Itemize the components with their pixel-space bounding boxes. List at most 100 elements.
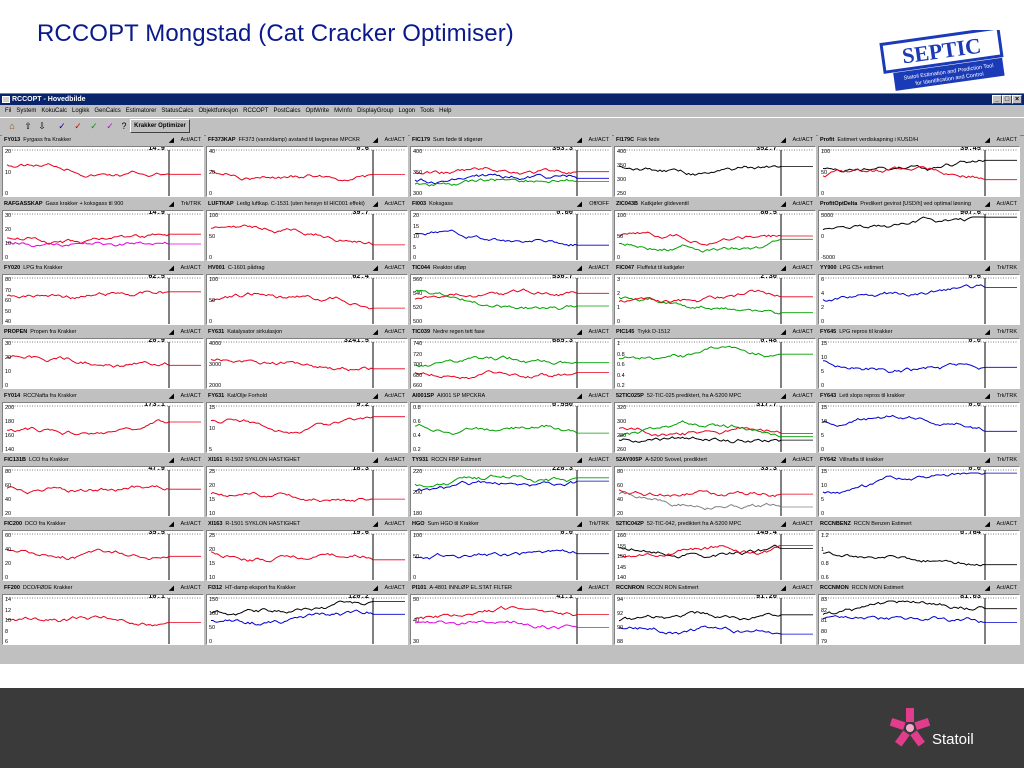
trend-panel[interactable]: 52TIC025P 52-TIC-025 prediktert, fra A-52… bbox=[614, 391, 816, 453]
trend-plot[interactable]: 25 20 15 10 18.3 bbox=[206, 466, 408, 517]
trend-plot[interactable]: 740 720 700 680 660 685.3 bbox=[410, 338, 612, 389]
trend-panel[interactable]: FY645 LPG repros til krakker ◢ Trk/TRK 15 10 5… bbox=[818, 327, 1020, 389]
trend-panel[interactable]: FIC200 DCO fra Krakker ◢ Act/ACT 60 40 20 0 35.5 bbox=[2, 519, 204, 581]
trend-panel[interactable]: FY631 Kat/Olje Forhold ◢ Act/ACT 15 10 5 9.2 bbox=[206, 391, 408, 453]
trend-plot[interactable]: 30 20 10 0 14.9 bbox=[2, 210, 204, 261]
menu-item-help[interactable]: Help bbox=[439, 108, 452, 114]
trend-panel[interactable]: PI101 A-4801 INNLØP EL.STAT FILTER ◢ Act/AC… bbox=[410, 583, 612, 645]
trend-plot[interactable]: 100 50 0 86.5 bbox=[614, 210, 816, 261]
wrench-icon[interactable]: ◢ bbox=[576, 393, 582, 400]
trend-plot[interactable]: 15 10 5 0 0.0 bbox=[818, 402, 1020, 453]
wrench-icon[interactable]: ◢ bbox=[984, 265, 990, 272]
trend-plot[interactable]: 160 155 150 145 140 145.4 bbox=[614, 530, 816, 581]
trend-plot[interactable]: 80 70 60 50 40 62.5 bbox=[2, 274, 204, 325]
wrench-icon[interactable]: ◢ bbox=[780, 201, 786, 208]
wrench-icon[interactable]: ◢ bbox=[168, 521, 174, 528]
krakker-optimizer-button[interactable]: Krakker Optimizer bbox=[130, 119, 190, 133]
menu-item-system[interactable]: System bbox=[16, 108, 37, 114]
trend-plot[interactable]: 15 10 5 9.2 bbox=[206, 402, 408, 453]
trend-plot[interactable]: 200 180 160 140 173.1 bbox=[2, 402, 204, 453]
trend-panel[interactable]: FIC179 Sum føde til stigerør ◢ Act/ACT 400 35… bbox=[410, 135, 612, 197]
wrench-icon[interactable]: ◢ bbox=[984, 393, 990, 400]
trend-plot[interactable]: 0.8 0.6 0.4 0.2 0.550 bbox=[410, 402, 612, 453]
trend-plot[interactable]: 14 12 10 8 6 10.1 bbox=[2, 594, 204, 645]
trend-panel[interactable]: Profit Estimert verdiskapning i KUSD/H ◢ Ac… bbox=[818, 135, 1020, 197]
trend-panel[interactable]: FY642 Villnafta til krakker ◢ Trk/TRK 15 10 5 0… bbox=[818, 455, 1020, 517]
trend-panel[interactable]: YY900 LPG C5+ estimert ◢ Trk/TRK 6 4 2 0 0.6 bbox=[818, 263, 1020, 325]
trend-panel[interactable]: LUFTKAP Ledig luftkap. C-1531 (uten hensy… bbox=[206, 199, 408, 261]
trend-panel[interactable]: FY013 Fyrgass fra Krakker ◢ Act/ACT 20 10 0 14.… bbox=[2, 135, 204, 197]
trend-panel[interactable]: RCCNMON RCCN MON Estimert ◢ Act/ACT 83 82 81 80… bbox=[818, 583, 1020, 645]
menu-item-logikk[interactable]: Logikk bbox=[72, 108, 90, 114]
wrench-icon[interactable]: ◢ bbox=[372, 457, 378, 464]
wrench-icon[interactable]: ◢ bbox=[168, 585, 174, 592]
trend-panel[interactable]: FIC047 Fluffelut til katkjøler ◢ Act/ACT 3 2 1… bbox=[614, 263, 816, 325]
wrench-icon[interactable]: ◢ bbox=[168, 201, 174, 208]
trend-panel[interactable]: ProfitOptDelta Predikert gevinst [USD/h] … bbox=[818, 199, 1020, 261]
trend-panel[interactable]: HGO Sum HGO til Krakker ◢ Trk/TRK 100 50 0 0.0 bbox=[410, 519, 612, 581]
trend-panel[interactable]: FY643 Lett slops repros til krakker ◢ Trk/T… bbox=[818, 391, 1020, 453]
wrench-icon[interactable]: ◢ bbox=[372, 585, 378, 592]
trend-plot[interactable]: 94 92 90 88 91.20 bbox=[614, 594, 816, 645]
wrench-icon[interactable]: ◢ bbox=[984, 329, 990, 336]
trend-plot[interactable]: 80 60 40 20 47.9 bbox=[2, 466, 204, 517]
menu-item-logon[interactable]: Logon bbox=[398, 108, 416, 114]
trend-panel[interactable]: FY020 LPG fra Krakker ◢ Act/ACT 80 70 60 50 40 62… bbox=[2, 263, 204, 325]
wrench-icon[interactable]: ◢ bbox=[780, 521, 786, 528]
menu-item-fil[interactable]: Fil bbox=[5, 108, 12, 114]
wrench-icon[interactable]: ◢ bbox=[780, 265, 786, 272]
trend-plot[interactable]: 6 4 2 0 0.6 bbox=[818, 274, 1020, 325]
wrench-icon[interactable]: ◢ bbox=[372, 201, 378, 208]
trend-plot[interactable]: 1.2 1 0.8 0.6 0.764 bbox=[818, 530, 1020, 581]
trend-plot[interactable]: 40 20 0 0.6 bbox=[206, 146, 408, 197]
trend-plot[interactable]: 100 50 0 39.7 bbox=[206, 210, 408, 261]
checkmark-p-red-icon[interactable]: ✓ bbox=[74, 121, 82, 131]
wrench-icon[interactable]: ◢ bbox=[372, 329, 378, 336]
trend-plot[interactable]: 20 10 0 14.9 bbox=[2, 146, 204, 197]
trend-plot[interactable]: 100 50 0 39.45 bbox=[818, 146, 1020, 197]
menu-item-tools[interactable]: Tools bbox=[420, 108, 435, 114]
trend-plot[interactable]: 220 200 180 220.3 bbox=[410, 466, 612, 517]
wrench-icon[interactable]: ◢ bbox=[372, 521, 378, 528]
close-icon[interactable]: × bbox=[1012, 95, 1022, 104]
menu-item-mvinfo[interactable]: MvInfo bbox=[334, 108, 353, 114]
trend-plot[interactable]: 30 20 10 0 20.9 bbox=[2, 338, 204, 389]
wrench-icon[interactable]: ◢ bbox=[372, 393, 378, 400]
trend-panel[interactable]: FIC131B LCO fra Krakker ◢ Act/ACT 80 60 40 20 47… bbox=[2, 455, 204, 517]
wrench-icon[interactable]: ◢ bbox=[780, 329, 786, 336]
home-icon[interactable]: ⌂ bbox=[9, 121, 15, 131]
trend-plot[interactable]: 1 0.8 0.6 0.4 0.2 0.48 bbox=[614, 338, 816, 389]
help-pointer-icon[interactable]: ? bbox=[121, 121, 127, 131]
trend-plot[interactable]: 320 300 280 260 317.7 bbox=[614, 402, 816, 453]
trend-plot[interactable]: 50 40 30 41.1 bbox=[410, 594, 612, 645]
trend-panel[interactable]: HV001 C-1601 pådrag ◢ Act/ACT 100 50 0 62.4 bbox=[206, 263, 408, 325]
wrench-icon[interactable]: ◢ bbox=[372, 137, 378, 144]
minimize-icon[interactable]: _ bbox=[992, 95, 1002, 104]
trend-plot[interactable]: 100 50 0 62.4 bbox=[206, 274, 408, 325]
trend-panel[interactable]: PROPEN Propen fra Krakker ◢ Act/ACT 30 20 10 0 2… bbox=[2, 327, 204, 389]
wrench-icon[interactable]: ◢ bbox=[576, 521, 582, 528]
checkmark-p-green-icon[interactable]: ✓ bbox=[90, 121, 98, 131]
trend-panel[interactable]: FF200 DCO/FØDE Krakker ◢ Act/ACT 14 12 10 8 6 10.… bbox=[2, 583, 204, 645]
checkmark-p-blue-icon[interactable]: ✓ bbox=[58, 121, 66, 131]
trend-plot[interactable]: 60 40 20 0 35.5 bbox=[2, 530, 204, 581]
trend-panel[interactable]: TIC039 Nedre regen tett fase ◢ Act/ACT 740 72… bbox=[410, 327, 612, 389]
trend-panel[interactable]: ZIC043B Katkjøler glideventil ◢ Act/ACT 100 5… bbox=[614, 199, 816, 261]
menu-item-gencalcs[interactable]: GenCalcs bbox=[94, 108, 121, 114]
trend-panel[interactable]: XI161 R-1502 SYKLON HASTIGHET ◢ Act/ACT 25 20… bbox=[206, 455, 408, 517]
trend-plot[interactable]: 4000 3000 2000 3241.5 bbox=[206, 338, 408, 389]
wrench-icon[interactable]: ◢ bbox=[780, 137, 786, 144]
wrench-icon[interactable]: ◢ bbox=[168, 137, 174, 144]
wrench-icon[interactable]: ◢ bbox=[984, 137, 990, 144]
trend-plot[interactable]: 400 350 300 353.3 bbox=[410, 146, 612, 197]
trend-panel[interactable]: RAFGASSKAP Gass krakker + koksgass til 90… bbox=[2, 199, 204, 261]
wrench-icon[interactable]: ◢ bbox=[576, 137, 582, 144]
trend-plot[interactable]: 100 50 0 0.0 bbox=[410, 530, 612, 581]
trend-plot[interactable]: 560 540 520 500 536.7 bbox=[410, 274, 612, 325]
wrench-icon[interactable]: ◢ bbox=[576, 329, 582, 336]
trend-plot[interactable]: 150 100 50 0 120.2 bbox=[206, 594, 408, 645]
trend-panel[interactable]: FI312 HT-damp eksport fra Krakker ◢ Act/ACT… bbox=[206, 583, 408, 645]
menu-item-optwrite[interactable]: OptWrite bbox=[305, 108, 330, 114]
wrench-icon[interactable]: ◢ bbox=[576, 585, 582, 592]
wrench-icon[interactable]: ◢ bbox=[372, 265, 378, 272]
